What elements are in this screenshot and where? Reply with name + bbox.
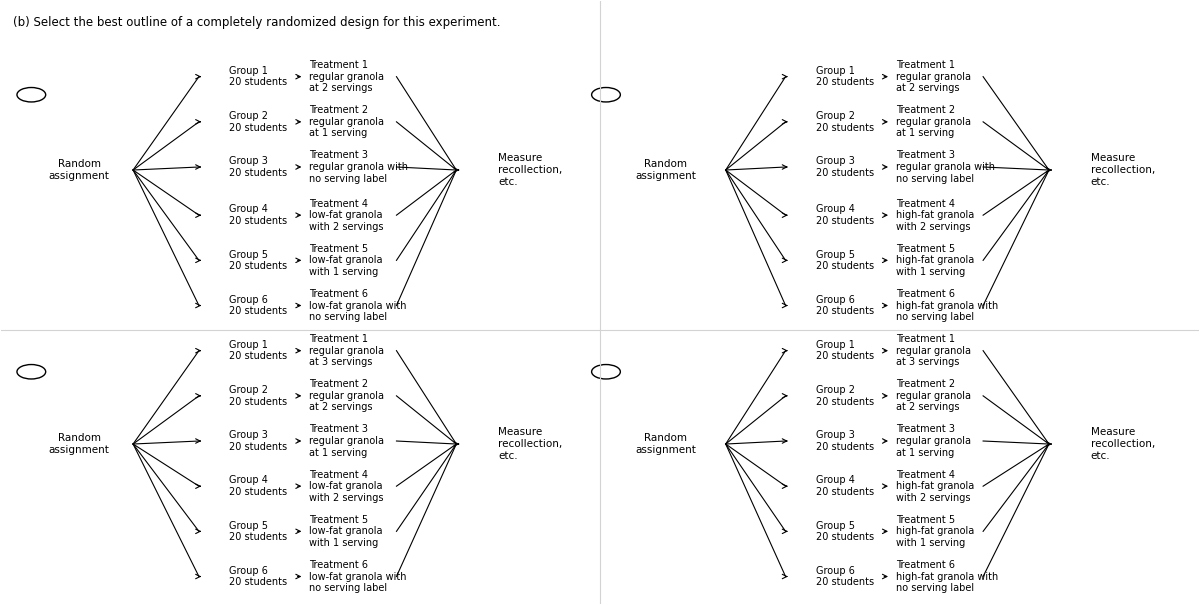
Text: Group 1
20 students: Group 1 20 students [229,340,287,361]
Text: Group 5
20 students: Group 5 20 students [816,249,874,271]
Text: Treatment 5
low-fat granola
with 1 serving: Treatment 5 low-fat granola with 1 servi… [310,244,383,277]
Text: Treatment 4
low-fat granola
with 2 servings: Treatment 4 low-fat granola with 2 servi… [310,469,384,503]
Text: Group 1
20 students: Group 1 20 students [816,340,874,361]
Text: Random
assignment: Random assignment [49,433,109,455]
Text: Group 3
20 students: Group 3 20 students [229,156,287,178]
Text: Group 1
20 students: Group 1 20 students [229,66,287,88]
Text: Group 5
20 students: Group 5 20 students [229,249,287,271]
Text: (b) Select the best outline of a completely randomized design for this experimen: (b) Select the best outline of a complet… [13,16,500,30]
Text: Group 4
20 students: Group 4 20 students [229,476,287,497]
Text: Treatment 2
regular granola
at 2 servings: Treatment 2 regular granola at 2 serving… [895,379,971,413]
Text: Treatment 2
regular granola
at 2 servings: Treatment 2 regular granola at 2 serving… [310,379,384,413]
Text: Treatment 1
regular granola
at 3 servings: Treatment 1 regular granola at 3 serving… [895,334,971,367]
Text: Treatment 3
regular granola with
no serving label: Treatment 3 regular granola with no serv… [310,151,408,183]
Text: Group 1
20 students: Group 1 20 students [816,66,874,88]
Text: Random
assignment: Random assignment [49,159,109,181]
Text: Random
assignment: Random assignment [636,433,696,455]
Text: Treatment 6
high-fat granola with
no serving label: Treatment 6 high-fat granola with no ser… [895,289,998,322]
Text: Group 4
20 students: Group 4 20 students [816,476,874,497]
Text: Group 3
20 students: Group 3 20 students [229,430,287,452]
Text: Treatment 6
low-fat granola with
no serving label: Treatment 6 low-fat granola with no serv… [310,560,407,593]
Text: Group 6
20 students: Group 6 20 students [816,295,874,316]
Text: Treatment 1
regular granola
at 2 servings: Treatment 1 regular granola at 2 serving… [310,60,384,93]
Text: Group 5
20 students: Group 5 20 students [229,520,287,542]
Text: Treatment 5
high-fat granola
with 1 serving: Treatment 5 high-fat granola with 1 serv… [895,244,974,277]
Text: Group 6
20 students: Group 6 20 students [229,295,287,316]
Text: Group 4
20 students: Group 4 20 students [229,204,287,226]
Text: Measure
recollection,
etc.: Measure recollection, etc. [498,427,563,460]
Text: Treatment 4
high-fat granola
with 2 servings: Treatment 4 high-fat granola with 2 serv… [895,198,974,232]
Text: Group 6
20 students: Group 6 20 students [229,566,287,587]
Text: Random
assignment: Random assignment [636,159,696,181]
Text: Treatment 5
low-fat granola
with 1 serving: Treatment 5 low-fat granola with 1 servi… [310,515,383,548]
Text: Group 5
20 students: Group 5 20 students [816,520,874,542]
Text: Group 2
20 students: Group 2 20 students [229,385,287,407]
Text: Group 2
20 students: Group 2 20 students [816,385,874,407]
Text: Treatment 2
regular granola
at 1 serving: Treatment 2 regular granola at 1 serving [895,105,971,139]
Text: Treatment 6
low-fat granola with
no serving label: Treatment 6 low-fat granola with no serv… [310,289,407,322]
Text: Measure
recollection,
etc.: Measure recollection, etc. [1091,154,1156,186]
Text: Group 3
20 students: Group 3 20 students [816,156,874,178]
Text: Group 2
20 students: Group 2 20 students [816,111,874,132]
Text: Treatment 4
low-fat granola
with 2 servings: Treatment 4 low-fat granola with 2 servi… [310,198,384,232]
Text: Treatment 6
high-fat granola with
no serving label: Treatment 6 high-fat granola with no ser… [895,560,998,593]
Text: Treatment 2
regular granola
at 1 serving: Treatment 2 regular granola at 1 serving [310,105,384,139]
Text: Group 6
20 students: Group 6 20 students [816,566,874,587]
Text: Treatment 4
high-fat granola
with 2 servings: Treatment 4 high-fat granola with 2 serv… [895,469,974,503]
Text: Treatment 3
regular granola
at 1 serving: Treatment 3 regular granola at 1 serving [310,425,384,457]
Text: Group 3
20 students: Group 3 20 students [816,430,874,452]
Text: Treatment 1
regular granola
at 2 servings: Treatment 1 regular granola at 2 serving… [895,60,971,93]
Text: Group 2
20 students: Group 2 20 students [229,111,287,132]
Text: Treatment 5
high-fat granola
with 1 serving: Treatment 5 high-fat granola with 1 serv… [895,515,974,548]
Text: Treatment 1
regular granola
at 3 servings: Treatment 1 regular granola at 3 serving… [310,334,384,367]
Text: Treatment 3
regular granola with
no serving label: Treatment 3 regular granola with no serv… [895,151,995,183]
Text: Group 4
20 students: Group 4 20 students [816,204,874,226]
Text: Treatment 3
regular granola
at 1 serving: Treatment 3 regular granola at 1 serving [895,425,971,457]
Text: Measure
recollection,
etc.: Measure recollection, etc. [1091,427,1156,460]
Text: Measure
recollection,
etc.: Measure recollection, etc. [498,154,563,186]
